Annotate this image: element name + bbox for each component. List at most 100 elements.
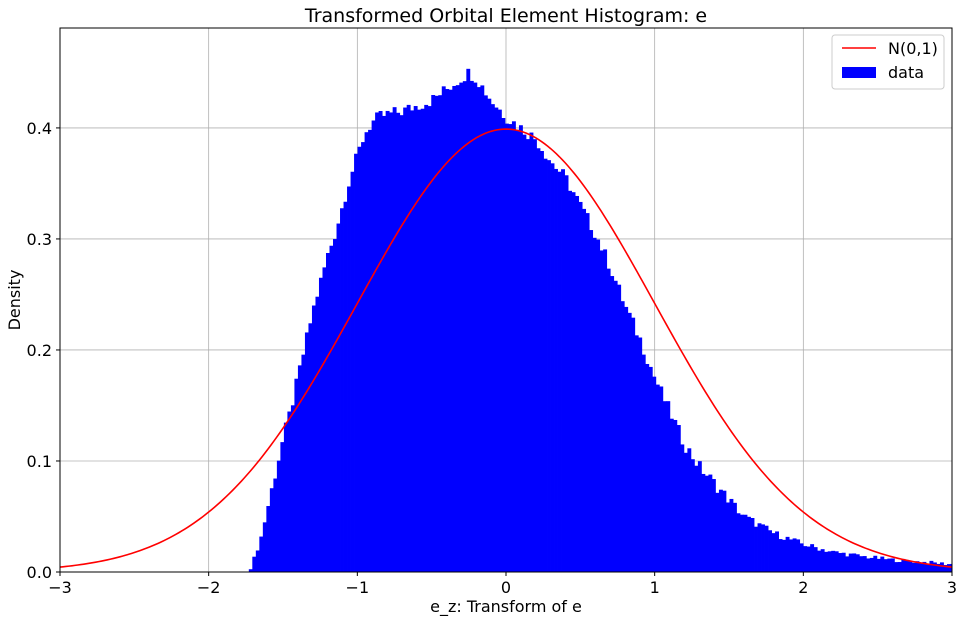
histogram-bar: [631, 317, 636, 572]
histogram-bar: [897, 562, 902, 572]
histogram-bar: [904, 559, 909, 572]
histogram-bar: [827, 551, 832, 572]
y-tick-label: 0.3: [27, 230, 52, 249]
histogram-bar: [883, 559, 888, 572]
histogram-bar: [448, 89, 453, 572]
histogram-bar: [845, 556, 850, 572]
y-tick-label: 0.2: [27, 341, 52, 360]
histogram-bar: [266, 506, 271, 572]
histogram-bar: [775, 531, 779, 572]
histogram-bar: [669, 418, 674, 572]
histogram-bar: [252, 556, 257, 572]
histogram-bar: [547, 160, 551, 572]
histogram-bar: [799, 543, 804, 572]
histogram-bar: [392, 107, 397, 572]
histogram-bar: [634, 335, 639, 572]
histogram-bar: [785, 536, 790, 572]
histogram-bar: [582, 208, 587, 573]
histogram-bar: [659, 386, 664, 572]
histogram-bar: [610, 276, 615, 572]
histogram-bar: [487, 98, 492, 572]
histogram-bar: [603, 249, 608, 572]
legend-data-swatch: [842, 67, 876, 78]
histogram-bar: [806, 546, 811, 572]
histogram-bar: [322, 267, 327, 572]
histogram-bar: [613, 280, 618, 572]
histogram-bar: [431, 95, 436, 572]
histogram-bar: [789, 539, 794, 572]
histogram-bar: [725, 502, 730, 572]
histogram-bar: [715, 492, 720, 572]
histogram-bar: [396, 112, 401, 572]
histogram-bar: [564, 175, 569, 572]
histogram-bar: [680, 444, 685, 572]
histogram-bar: [620, 301, 625, 572]
histogram-bar: [518, 125, 523, 573]
histogram-bar: [627, 312, 632, 572]
y-axis-label: Density: [5, 270, 24, 331]
histogram-bar: [434, 95, 439, 572]
histogram-bar: [589, 230, 594, 572]
histogram-bar: [936, 563, 941, 572]
histogram-bar: [697, 461, 702, 572]
histogram-bar: [673, 419, 678, 572]
histogram-bar: [859, 556, 864, 572]
histogram-bar: [718, 489, 723, 572]
histogram-bar: [532, 139, 537, 572]
histogram-bar: [568, 190, 572, 572]
y-tick-label: 0.1: [27, 452, 52, 471]
histogram-bar: [459, 82, 464, 572]
histogram-bar: [834, 551, 839, 572]
histogram-bar: [852, 553, 857, 572]
histogram-bar: [420, 108, 425, 572]
x-axis-label: e_z: Transform of e: [430, 597, 582, 617]
histogram-bar: [694, 465, 699, 572]
histogram-bar: [880, 556, 885, 572]
histogram-bar: [690, 459, 695, 572]
histogram-bar: [308, 323, 313, 572]
histogram-bar: [641, 354, 646, 572]
histogram-bar: [287, 411, 292, 572]
histogram-bar: [336, 223, 341, 572]
histogram-bar: [571, 192, 576, 572]
histogram-bar: [750, 517, 755, 572]
histogram-bar: [757, 523, 762, 572]
histogram-bar: [817, 550, 822, 572]
histogram-bar: [540, 151, 544, 572]
histogram-bar: [638, 337, 643, 572]
histogram-bar: [947, 564, 951, 572]
histogram-bar: [280, 442, 285, 572]
x-tick-label: 0: [501, 578, 511, 597]
histogram-bar: [740, 514, 744, 572]
histogram-bar: [301, 354, 306, 572]
histogram-bar: [701, 473, 706, 572]
histogram-bar: [943, 564, 948, 572]
histogram-bar: [939, 562, 944, 572]
histogram-bar: [803, 546, 808, 572]
histogram-bar: [929, 560, 934, 572]
histogram-bar: [687, 448, 692, 572]
histogram-bar: [410, 110, 415, 572]
histogram-bar: [501, 118, 506, 572]
legend-normal-label: N(0,1): [888, 39, 938, 58]
x-axis-ticks: −3 −2 −1 0 1 2 3: [48, 572, 957, 597]
histogram-bar: [648, 366, 653, 572]
histogram-bar: [708, 474, 713, 572]
x-tick-label: −1: [346, 578, 370, 597]
histogram-bar: [536, 148, 541, 572]
histogram-bar: [297, 365, 302, 572]
histogram-bar: [596, 239, 601, 572]
histogram-bar: [550, 163, 555, 572]
histogram-bar: [494, 107, 499, 573]
histogram-bar: [754, 526, 758, 572]
histogram-bar: [259, 536, 264, 572]
histogram-bar: [469, 80, 474, 572]
histogram-bar: [922, 561, 927, 572]
histogram-bar: [704, 475, 709, 572]
histogram-bar: [887, 558, 892, 572]
histogram-bar: [406, 104, 411, 572]
histogram-bars: [248, 68, 953, 573]
histogram-bar: [901, 558, 906, 572]
histogram-bar: [283, 422, 288, 572]
histogram-bar: [508, 124, 513, 572]
